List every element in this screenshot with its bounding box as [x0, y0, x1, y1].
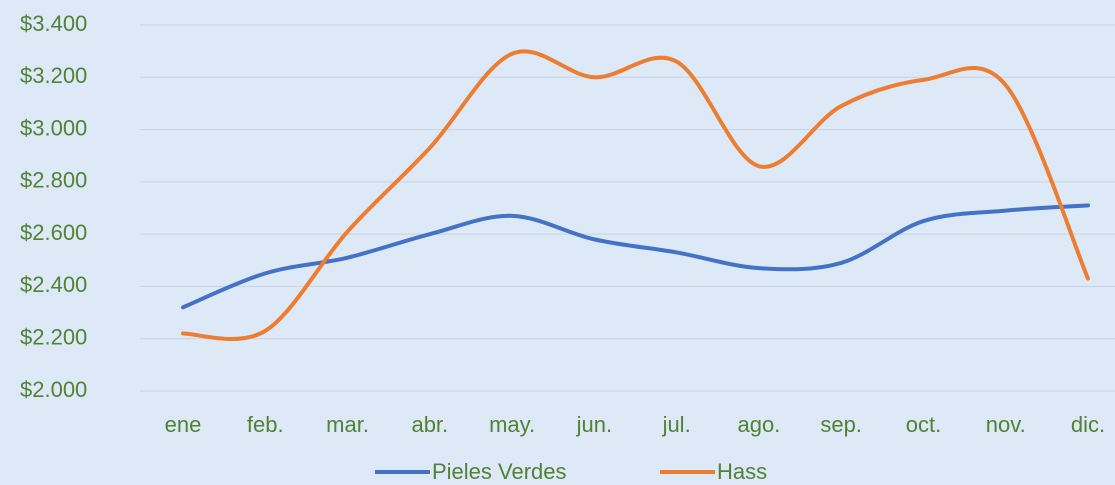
- x-tick-label: may.: [489, 412, 535, 437]
- x-tick-label: jun.: [576, 412, 612, 437]
- x-tick-label: mar.: [326, 412, 369, 437]
- x-tick-label: abr.: [411, 412, 448, 437]
- y-tick-label: $2.000: [20, 377, 87, 402]
- x-tick-label: sep.: [820, 412, 862, 437]
- line-series: [181, 49, 1090, 342]
- y-tick-label: $2.200: [20, 325, 87, 350]
- y-tick-label: $2.400: [20, 272, 87, 297]
- x-tick-label: nov.: [986, 412, 1026, 437]
- y-tick-label: $3.200: [20, 63, 87, 88]
- x-tick-label: oct.: [906, 412, 941, 437]
- line-series: [181, 203, 1090, 310]
- y-tick-label: $3.400: [20, 11, 87, 36]
- legend-label: Hass: [717, 459, 767, 484]
- x-tick-label: feb.: [247, 412, 284, 437]
- y-tick-label: $2.600: [20, 220, 87, 245]
- x-tick-label: jul.: [662, 412, 691, 437]
- legend-label: Pieles Verdes: [432, 459, 567, 484]
- y-tick-label: $2.800: [20, 168, 87, 193]
- x-tick-label: ene: [165, 412, 202, 437]
- x-tick-label: ago.: [737, 412, 780, 437]
- y-tick-label: $3.000: [20, 115, 87, 140]
- x-tick-label: dic.: [1071, 412, 1105, 437]
